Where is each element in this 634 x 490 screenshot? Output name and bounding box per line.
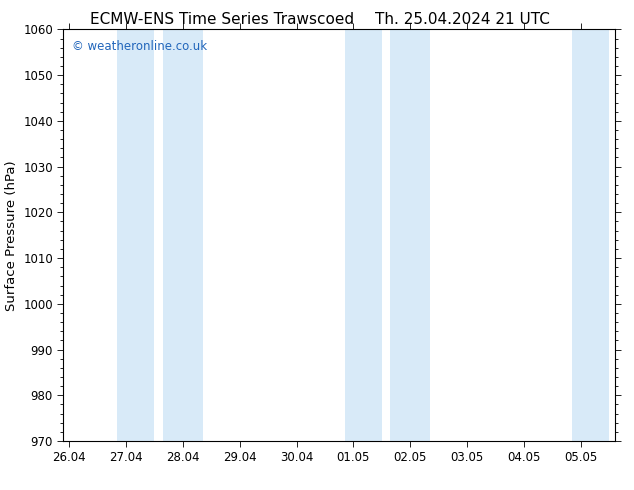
- Text: © weatheronline.co.uk: © weatheronline.co.uk: [72, 40, 207, 53]
- Bar: [163, 29, 203, 441]
- Bar: [391, 29, 430, 441]
- Y-axis label: Surface Pressure (hPa): Surface Pressure (hPa): [4, 160, 18, 311]
- Bar: [345, 29, 382, 441]
- Bar: [573, 29, 609, 441]
- Text: ECMW-ENS Time Series Trawscoed: ECMW-ENS Time Series Trawscoed: [90, 12, 354, 27]
- Bar: [117, 29, 155, 441]
- Text: Th. 25.04.2024 21 UTC: Th. 25.04.2024 21 UTC: [375, 12, 550, 27]
